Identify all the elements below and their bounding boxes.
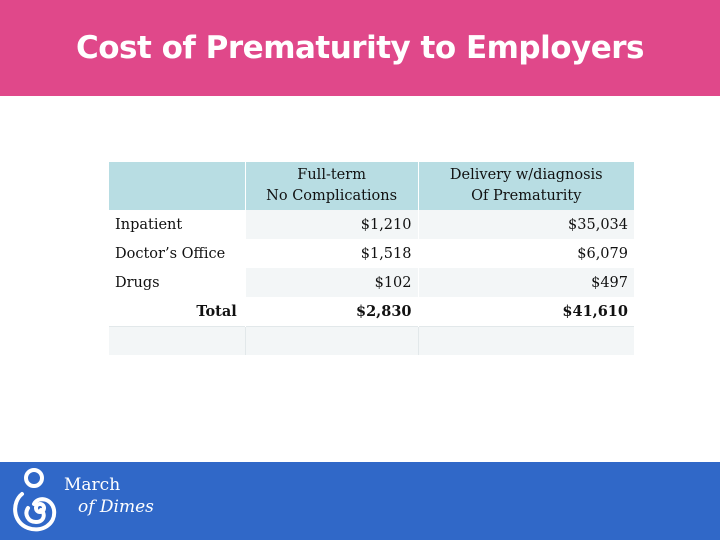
premature-cost: $35,034: [418, 210, 634, 239]
empty-cell: [418, 326, 634, 355]
cost-table: Full-term No Complications Delivery w/di…: [109, 162, 634, 355]
header-premature-line1: Delivery w/diagnosis: [449, 167, 603, 183]
premature-cost: $6,079: [418, 239, 634, 268]
total-label: Total: [109, 297, 246, 327]
table-row: Doctor’s Office $1,518 $6,079: [109, 239, 634, 268]
row-label: Doctor’s Office: [109, 239, 246, 268]
title-bar: [0, 0, 720, 96]
total-full-term: $2,830: [245, 297, 419, 327]
footer-bar: [0, 462, 720, 540]
mother-and-baby-icon: [13, 468, 57, 532]
table-header-row: Full-term No Complications Delivery w/di…: [109, 162, 634, 210]
slide-title: Cost of Prematurity to Employers: [75, 30, 645, 66]
brand-line1: March: [64, 475, 121, 495]
empty-cell: [109, 326, 246, 355]
total-row: Total $2,830 $41,610: [109, 297, 634, 327]
header-premature-line2: Of Prematurity: [471, 188, 582, 204]
header-empty-cell: [109, 162, 246, 210]
full-term-cost: $102: [245, 268, 419, 297]
total-premature: $41,610: [418, 297, 634, 327]
header-full-term-line1: Full-term: [297, 167, 366, 183]
row-label: Drugs: [109, 268, 246, 297]
brand-wordmark: March of Dimes: [64, 474, 154, 518]
empty-row: [109, 326, 634, 355]
table-row: Inpatient $1,210 $35,034: [109, 210, 634, 239]
header-premature: Delivery w/diagnosis Of Prematurity: [418, 162, 634, 210]
header-full-term-line2: No Complications: [266, 188, 398, 204]
full-term-cost: $1,518: [245, 239, 419, 268]
premature-cost: $497: [418, 268, 634, 297]
header-full-term: Full-term No Complications: [245, 162, 419, 210]
row-label: Inpatient: [109, 210, 246, 239]
empty-cell: [245, 326, 419, 355]
table-row: Drugs $102 $497: [109, 268, 634, 297]
brand-line2: of Dimes: [78, 497, 154, 517]
full-term-cost: $1,210: [245, 210, 419, 239]
